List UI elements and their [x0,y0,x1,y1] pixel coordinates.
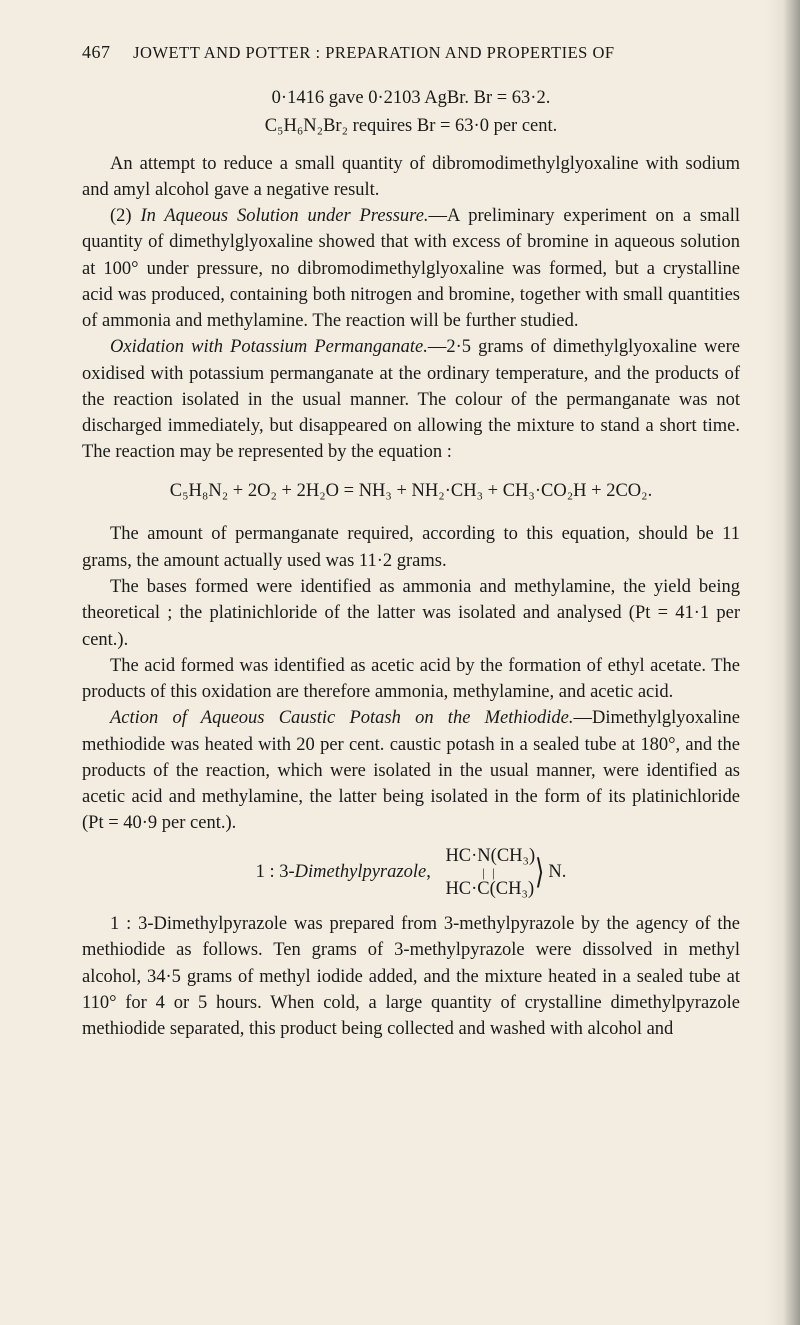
equation-block-1: 0·1416 gave 0·2103 AgBr. Br = 63·2. C₅H₆… [82,85,740,141]
paragraph-aqueous: (2) In Aqueous Solution under Pressure.—… [82,203,740,334]
paragraph-amount: The amount of permanganate required, acc… [82,521,740,574]
struct-mid: | | [445,866,535,880]
p2-lead: (2) [110,206,140,226]
equation-block-2: C₅H₈N₂ + 2O₂ + 2H₂O = NH₃ + NH₂·CH₃ + CH… [82,478,740,506]
struct-label-prefix: 1 : 3- [256,862,295,882]
struct-fraction: HC·N(CH₃) | | HC·C(CH₃) [445,847,535,899]
eq1-line-a: 0·1416 gave 0·2103 AgBr. Br = 63·2. [82,85,740,113]
paragraph-attempt: An attempt to reduce a small quantity of… [82,151,740,204]
eq1-line-b: C₅H₆N₂Br₂ requires Br = 63·0 per cent. [82,113,740,141]
structural-formula: 1 : 3-Dimethylpyrazole, HC·N(CH₃) | | HC… [82,847,740,899]
p2-ital: In Aqueous Solution under Pressure. [140,206,428,226]
struct-tail: N. [548,862,566,883]
page: 467 JOWETT AND POTTER : PREPARATION AND … [0,0,800,1325]
struct-label: 1 : 3-Dimethylpyrazole, [256,862,431,883]
p3-ital: Oxidation with Potassium Permanganate. [110,337,428,357]
struct-label-suffix: , [426,862,431,882]
struct-top: HC·N(CH₃) [445,847,535,866]
struct-bot: HC·C(CH₃) [445,880,535,899]
running-title: JOWETT AND POTTER : PREPARATION AND PROP… [133,43,614,62]
p7-ital: Action of Aqueous Caustic Potash on the … [110,708,574,728]
struct-label-ital: Dimethylpyrazole [295,862,427,882]
page-number: 467 [82,42,111,62]
angle-bracket-icon: ⟩ [535,856,544,890]
eq2: C₅H₈N₂ + 2O₂ + 2H₂O = NH₃ + NH₂·CH₃ + CH… [170,481,652,501]
paragraph-action: Action of Aqueous Caustic Potash on the … [82,705,740,836]
paragraph-prepared: 1 : 3-Dimethylpyrazole was prepared from… [82,911,740,1042]
paragraph-bases: The bases formed were identified as ammo… [82,574,740,653]
paragraph-oxidation: Oxidation with Potassium Permanganate.—2… [82,334,740,465]
gap [82,466,740,472]
paragraph-acid: The acid formed was identified as acetic… [82,653,740,706]
running-head: 467 JOWETT AND POTTER : PREPARATION AND … [82,42,740,63]
